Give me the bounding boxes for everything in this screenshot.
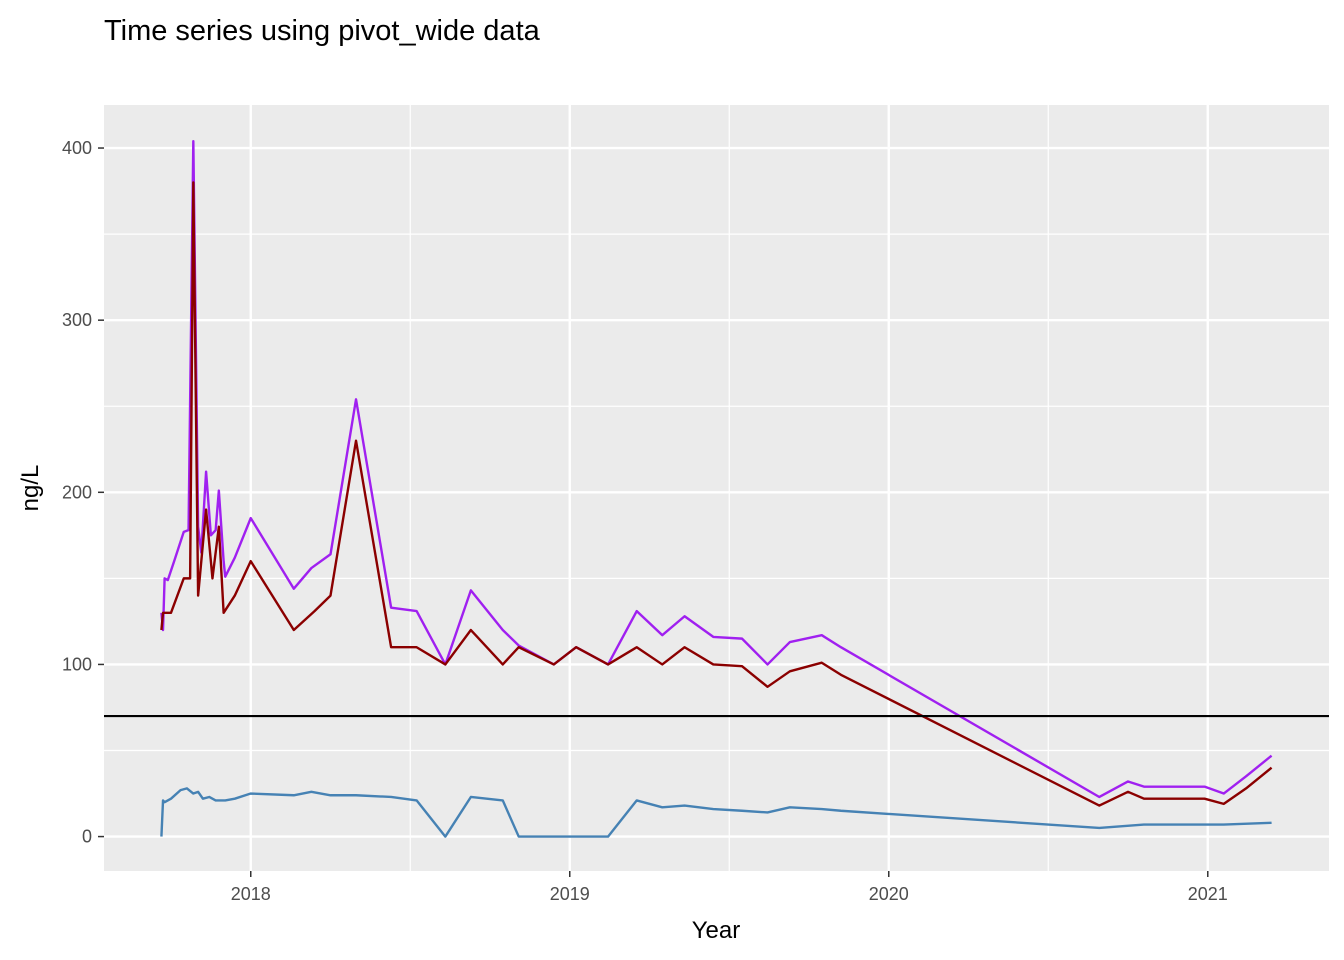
plot-panel: [104, 105, 1329, 871]
y-tick-label: 200: [62, 482, 92, 502]
chart-title: Time series using pivot_wide data: [104, 15, 541, 47]
x-tick-label: 2018: [231, 884, 271, 904]
y-axis-title: ng/L: [17, 465, 44, 512]
y-axis: 0 100 200 300 400: [62, 138, 104, 847]
y-tick-label: 100: [62, 654, 92, 674]
x-tick-label: 2020: [869, 884, 909, 904]
x-tick-label: 2021: [1188, 884, 1228, 904]
series-layer: [160, 139, 1273, 838]
x-axis-title: Year: [692, 917, 741, 944]
minor-gridlines: [104, 105, 1329, 871]
series-line-2: [160, 181, 1273, 807]
x-tick-label: 2019: [550, 884, 590, 904]
y-tick-label: 0: [82, 827, 92, 847]
x-axis: 2018 2019 2020 2021: [231, 871, 1228, 904]
y-tick-label: 300: [62, 310, 92, 330]
series-line-3: [160, 787, 1272, 838]
y-tick-label: 400: [62, 138, 92, 158]
